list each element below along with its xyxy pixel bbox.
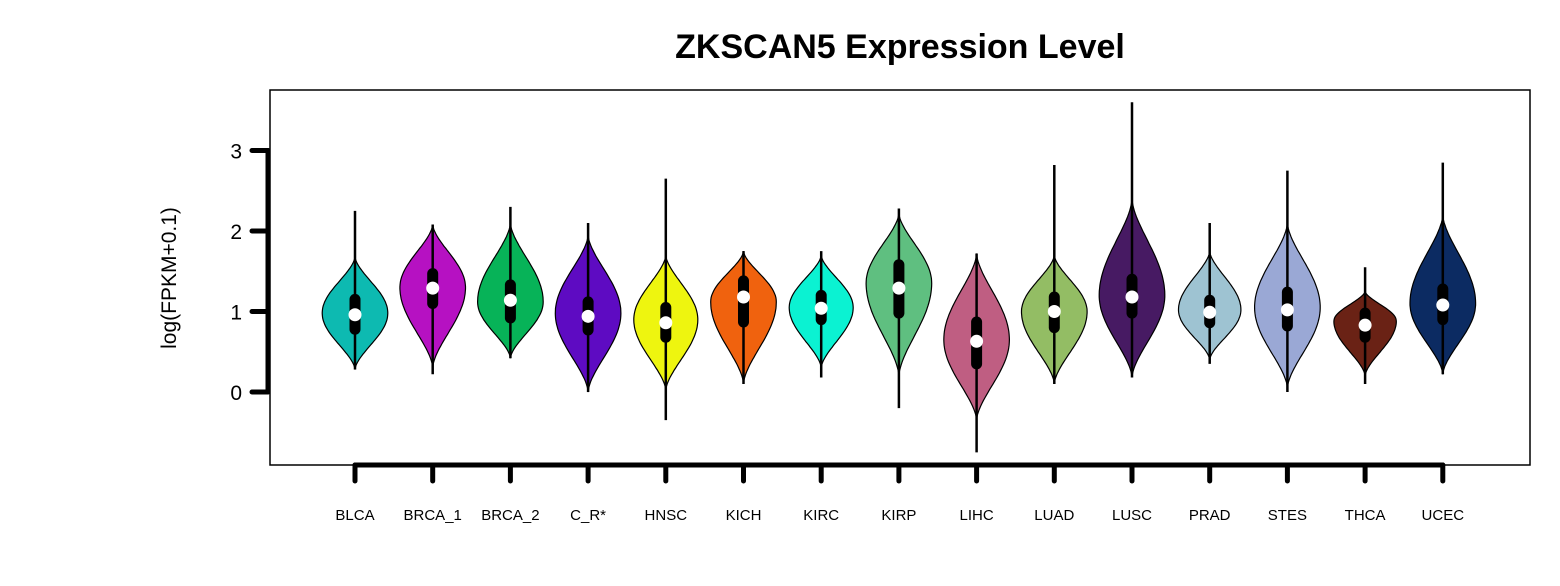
x-tick-label: KICH (726, 507, 762, 524)
median-point (1436, 298, 1450, 312)
x-tick-label: KIRP (881, 507, 916, 524)
violin-blca (321, 210, 389, 370)
median-point (348, 308, 362, 322)
median-point (737, 290, 750, 304)
median-point (970, 334, 984, 348)
y-tick-label: 0 (230, 382, 242, 405)
violin-ucec (1409, 162, 1477, 375)
median-point (1203, 305, 1217, 319)
y-tick-label: 3 (230, 141, 242, 164)
violin-kirp (865, 208, 933, 409)
median-point (1125, 290, 1139, 304)
x-tick-label: STES (1268, 507, 1307, 524)
median-point (581, 309, 595, 323)
violin-brca-2 (476, 206, 544, 359)
x-tick-label: BRCA_2 (481, 507, 539, 524)
violin-kich (710, 250, 777, 384)
violins (321, 102, 1477, 453)
x-tick-label: HNSC (645, 507, 688, 524)
violin-hnsc (633, 178, 699, 421)
x-tick-label: BLCA (335, 507, 374, 524)
x-tick-label: LUSC (1112, 507, 1152, 524)
x-tick-label: KIRC (803, 507, 839, 524)
x-tick-label: C_R* (570, 507, 606, 524)
y-tick-label: 1 (230, 302, 242, 325)
violin-lusc (1098, 102, 1166, 378)
chart-title: ZKSCAN5 Expression Level (675, 28, 1125, 66)
median-point (892, 281, 906, 295)
violin-luad (1020, 164, 1088, 384)
median-point (426, 281, 440, 295)
x-tick-label: UCEC (1422, 507, 1465, 524)
median-point (503, 293, 517, 307)
violin-stes (1253, 170, 1321, 392)
violin-thca (1333, 267, 1397, 384)
x-tick-label: LIHC (960, 507, 994, 524)
median-point (1358, 318, 1372, 332)
median-point (814, 301, 828, 315)
x-tick-label: PRAD (1189, 507, 1231, 524)
y-axis: 0 1 2 3 (230, 141, 271, 405)
x-axis: BLCA BRCA_1 BRCA_2 C_R* HNSC KICH KIRC KIRP LIHC… (335, 462, 1465, 524)
median-point (1280, 303, 1294, 317)
x-tick-label: THCA (1345, 507, 1386, 524)
y-axis-label: log(FPKM+0.1) (158, 207, 181, 349)
x-tick-label: LUAD (1034, 507, 1074, 524)
violin-lihc (943, 253, 1011, 453)
violin-prad (1177, 222, 1242, 364)
median-point (659, 316, 673, 330)
violin-kirc (788, 251, 854, 378)
violin-brca-1 (399, 224, 467, 375)
y-tick-label: 2 (230, 221, 242, 244)
median-point (1047, 305, 1061, 318)
violin-c-r- (554, 222, 622, 393)
x-tick-label: BRCA_1 (404, 507, 462, 524)
